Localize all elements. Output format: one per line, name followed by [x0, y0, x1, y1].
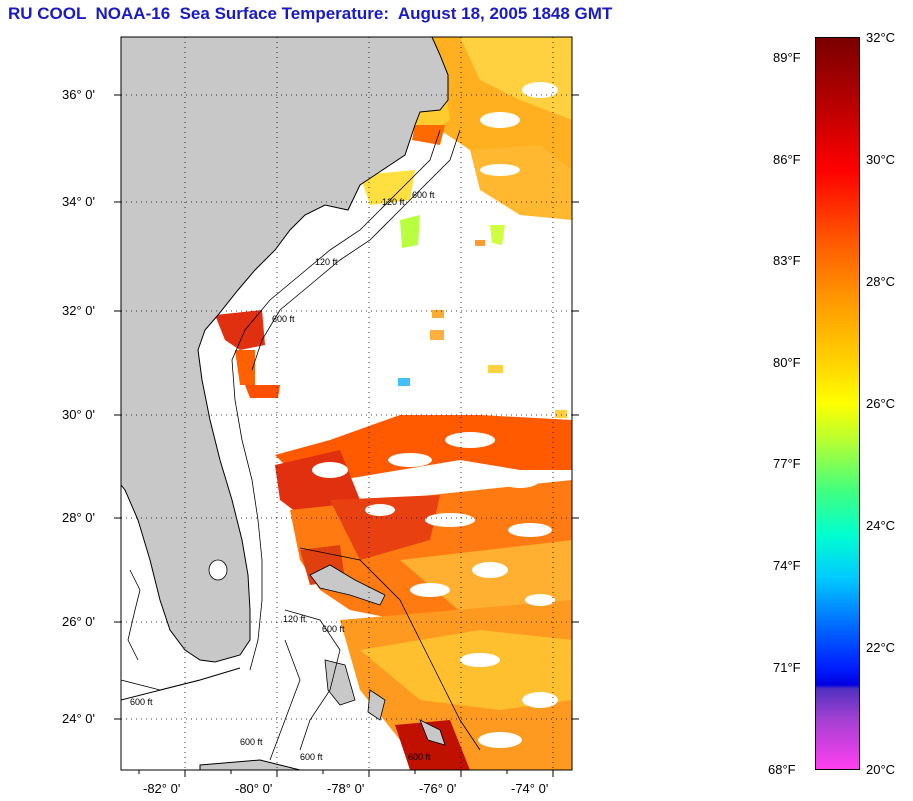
svg-text:600 ft: 600 ft [130, 697, 153, 707]
colorbar-f-77: 77°F [773, 456, 801, 471]
lake-okeechobee [208, 559, 228, 581]
svg-text:600 ft: 600 ft [322, 624, 345, 634]
colorbar-f-83: 83°F [773, 253, 801, 268]
lat-label-30: 30° 0' [62, 407, 95, 422]
land-cuba [199, 759, 301, 770]
colorbar-f-89: 89°F [773, 50, 801, 65]
colorbar-c-20: 20°C [866, 762, 896, 777]
svg-text:600 ft: 600 ft [300, 752, 323, 762]
lon-label-78: -78° 0' [327, 781, 365, 796]
colorbar-c-24: 24°C [866, 518, 896, 533]
colorbar-f-71: 71°F [773, 660, 801, 675]
colorbar-f-68: 68°F [768, 762, 796, 777]
lat-label-34: 34° 0' [62, 194, 95, 209]
depth-contours [121, 129, 481, 761]
cloud-mask [312, 82, 558, 748]
sst-colorbar [815, 37, 860, 770]
colorbar-f-74: 74°F [773, 558, 801, 573]
lat-label-28: 28° 0' [62, 510, 95, 525]
land-bahamas [309, 564, 446, 746]
svg-text:120 ft: 120 ft [382, 197, 405, 207]
colorbar-c-28: 28°C [866, 274, 896, 289]
colorbar-c-30: 30°C [866, 152, 896, 167]
svg-text:600 ft: 600 ft [272, 314, 295, 324]
contour-labels: 120 ft 600 ft 120 ft 600 ft 120 ft 600 f… [130, 190, 435, 762]
svg-text:120 ft: 120 ft [315, 257, 338, 267]
map-title: RU COOL NOAA-16 Sea Surface Temperature:… [8, 4, 613, 23]
lon-label-74: -74° 0' [511, 781, 549, 796]
svg-text:600 ft: 600 ft [240, 737, 263, 747]
svg-text:600 ft: 600 ft [408, 752, 431, 762]
lat-label-32: 32° 0' [62, 303, 95, 318]
axis-ticks [114, 94, 579, 777]
lon-label-82: -82° 0' [143, 781, 181, 796]
land-mainland [121, 37, 449, 663]
lat-label-36: 36° 0' [62, 87, 95, 102]
colorbar-c-26: 26°C [866, 396, 896, 411]
lon-label-80: -80° 0' [235, 781, 273, 796]
colorbar-f-80: 80°F [773, 355, 801, 370]
svg-text:600 ft: 600 ft [412, 190, 435, 200]
lon-label-76: -76° 0' [419, 781, 457, 796]
sst-patch-scattered [398, 240, 567, 418]
lat-label-24: 24° 0' [62, 711, 95, 726]
lat-label-26: 26° 0' [62, 614, 95, 629]
graticule [121, 37, 572, 770]
sst-patch-georgia [215, 310, 280, 398]
colorbar-c-32: 32°C [866, 30, 896, 45]
svg-text:120 ft: 120 ft [283, 614, 306, 624]
colorbar-f-86: 86°F [773, 152, 801, 167]
map-frame [120, 36, 573, 771]
colorbar-c-22: 22°C [866, 640, 896, 655]
